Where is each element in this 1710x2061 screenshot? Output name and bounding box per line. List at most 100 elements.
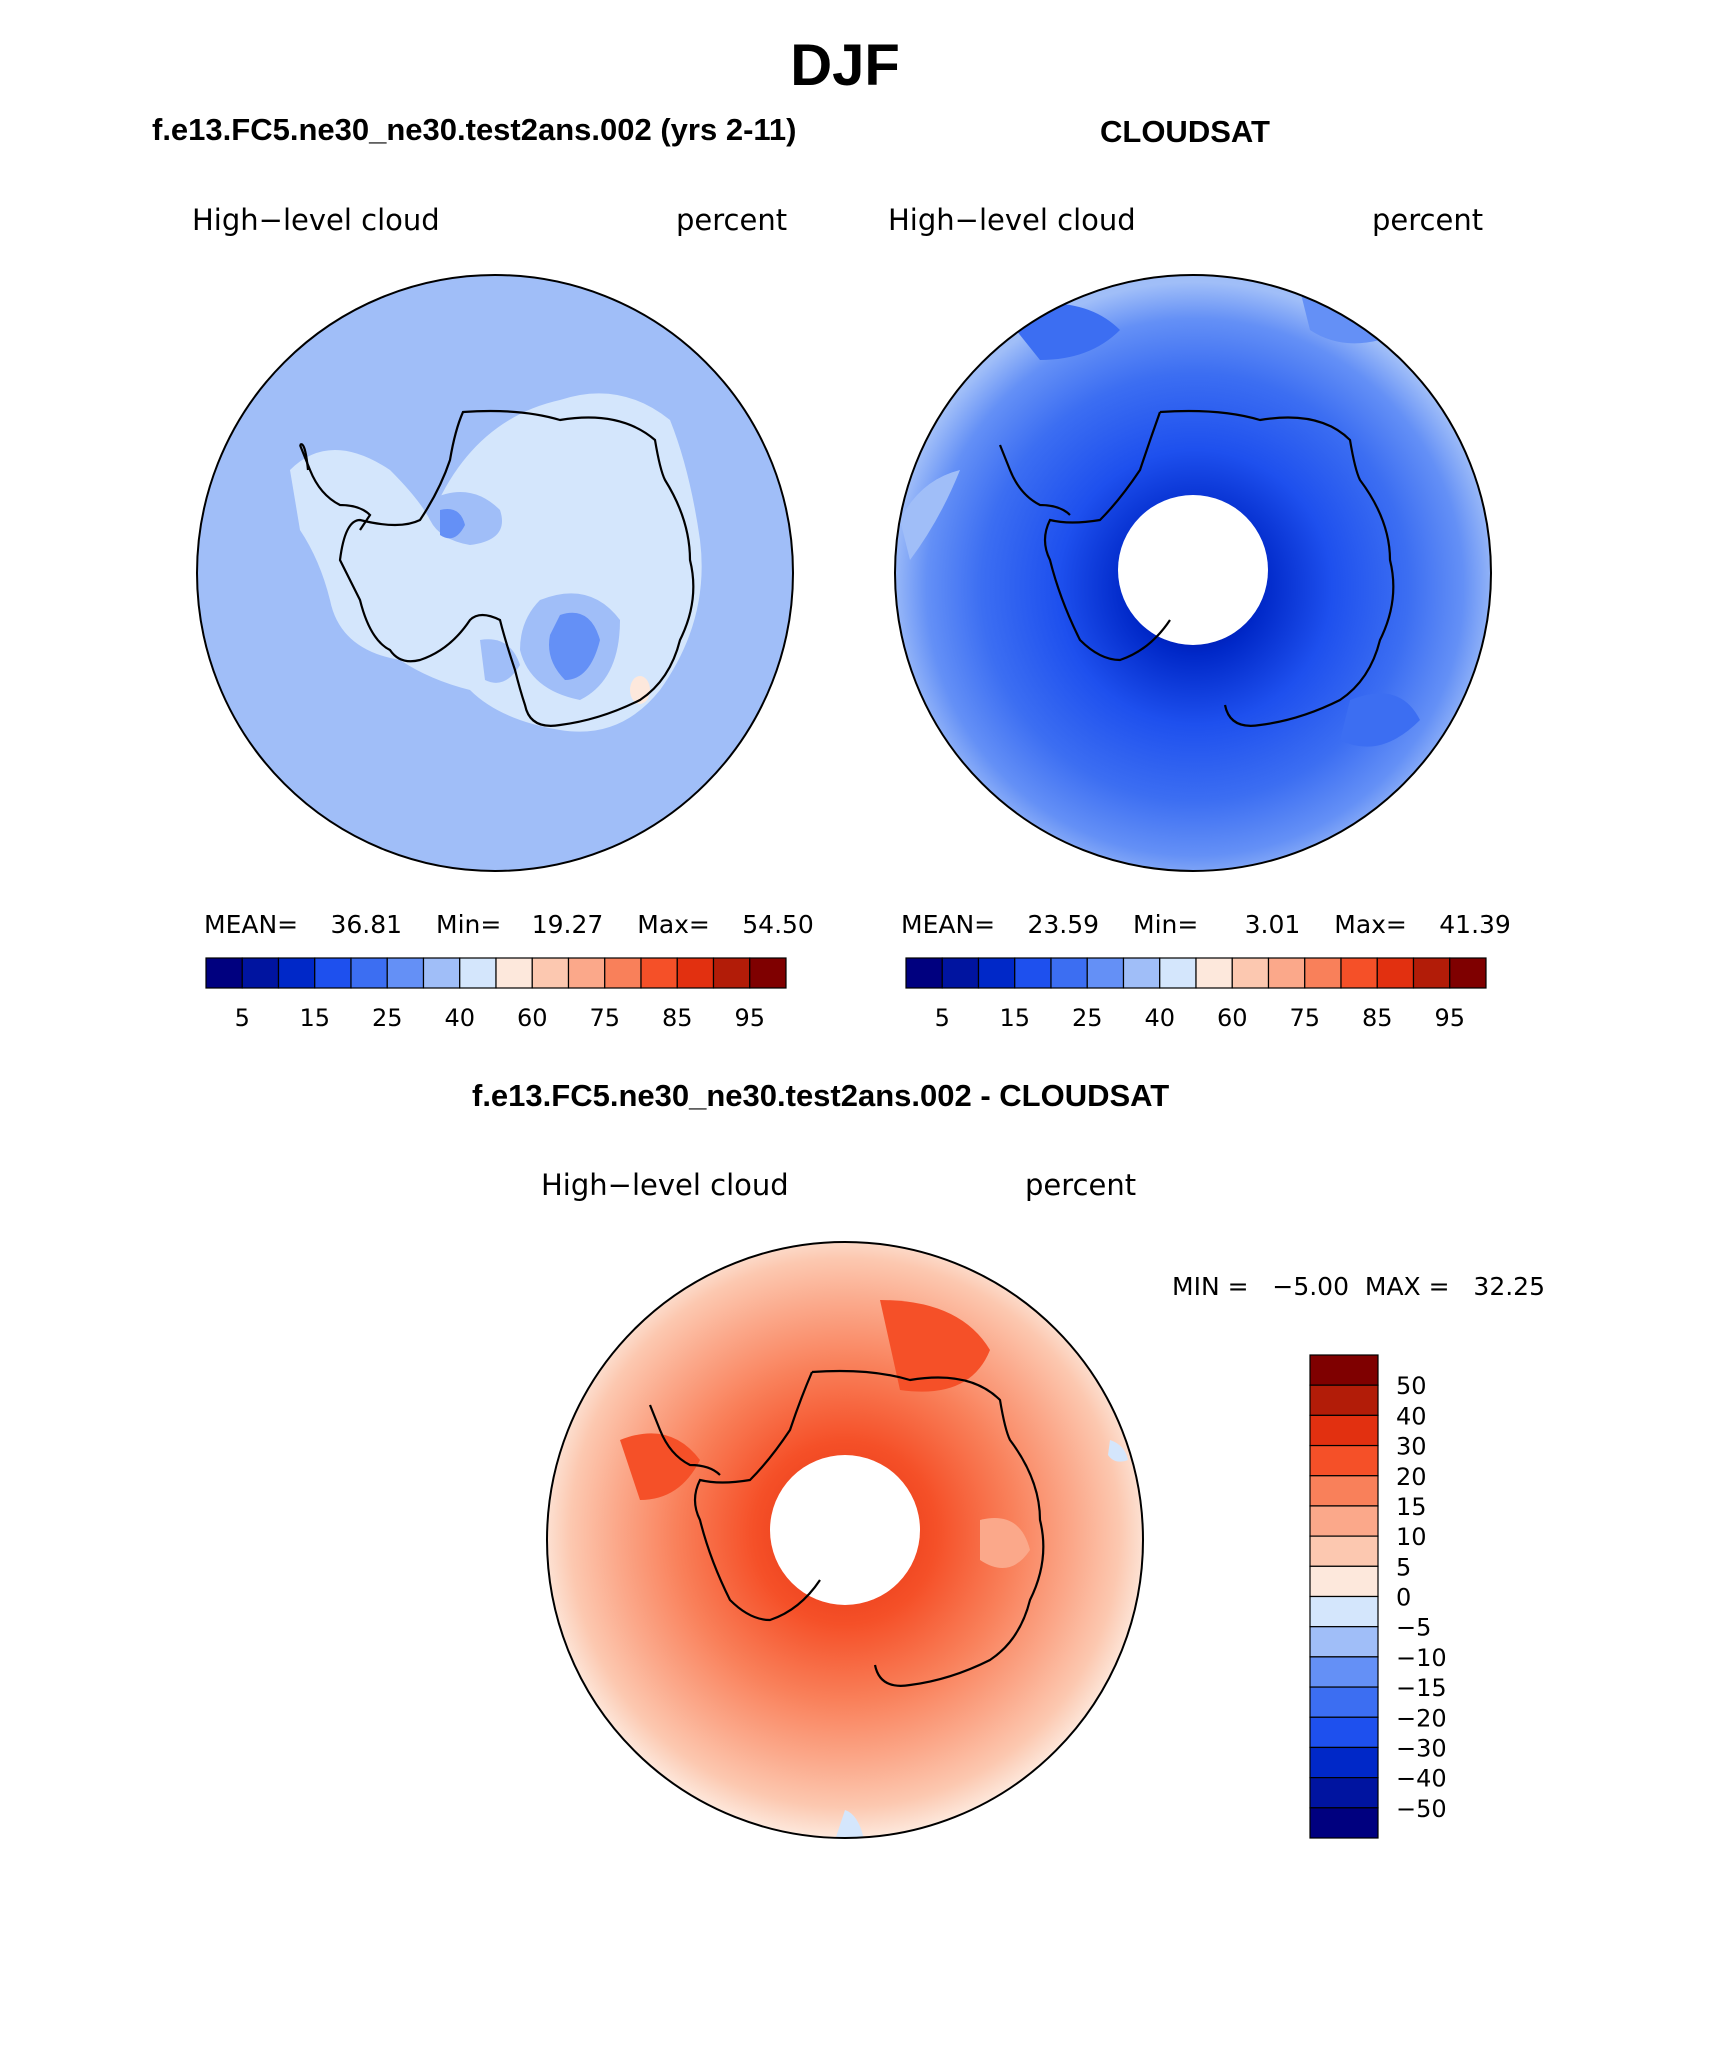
- max-value: 41.39: [1439, 910, 1511, 939]
- diff-minmax-text: MIN = −5.00 MAX = 32.25: [1172, 1272, 1545, 1301]
- colorbar-swatch: [1309, 1565, 1379, 1598]
- difference-patch: [980, 1518, 1030, 1568]
- colorbar-swatch: [604, 957, 642, 989]
- difference-coastline: [648, 1369, 1045, 1687]
- colorbar-swatch: [1159, 957, 1197, 989]
- min-label: Min=: [436, 910, 502, 939]
- missing-data-hole: [1118, 495, 1268, 645]
- colorbar-tick-label: 5: [935, 1004, 950, 1032]
- difference-patch: [1108, 1440, 1128, 1462]
- colorbar-swatch: [1340, 957, 1378, 989]
- colorbar-swatch: [1086, 957, 1125, 989]
- mean-label: MEAN=: [204, 910, 299, 939]
- colorbar-swatch: [1267, 957, 1306, 989]
- model-coastline: [298, 409, 695, 727]
- colorbar-swatch: [495, 957, 533, 989]
- panel-2-units-label: percent: [1372, 203, 1484, 237]
- colorbar-tick-label: 5: [1396, 1553, 1411, 1581]
- colorbar-tick-label: 15: [299, 1004, 330, 1032]
- difference-patch: [620, 1433, 700, 1500]
- colorbar-swatch: [749, 957, 787, 989]
- colorbar-swatch: [712, 957, 751, 989]
- colorbar-swatch: [314, 957, 352, 989]
- diff-variable-label: High−level cloud: [541, 1168, 789, 1202]
- colorbar-swatch: [1309, 1656, 1379, 1688]
- colorbar-tick-label: −20: [1396, 1704, 1447, 1732]
- mean-label: MEAN=: [901, 910, 996, 939]
- colorbar-swatch: [531, 957, 570, 989]
- colorbar-swatch: [1309, 1384, 1379, 1416]
- colorbar-tick-label: 15: [999, 1004, 1030, 1032]
- max-value: 54.50: [742, 910, 814, 939]
- colorbar-swatch: [205, 957, 243, 989]
- colorbar-tick-label: 25: [372, 1004, 403, 1032]
- colorbar-swatch: [1309, 1444, 1379, 1477]
- page-title: DJF: [790, 33, 900, 98]
- colorbar-swatch: [1195, 957, 1233, 989]
- colorbar-swatch: [1412, 957, 1451, 989]
- colorbar-swatch: [1309, 1595, 1379, 1628]
- colorbar-tick-label: 75: [589, 1004, 620, 1032]
- colorbar-swatch: [1309, 1777, 1379, 1809]
- colorbar-swatch: [241, 957, 280, 989]
- colorbar-swatch: [977, 957, 1016, 989]
- colorbar-swatch: [386, 957, 425, 989]
- colorbar-swatch: [941, 957, 980, 989]
- colorbar-tick-label: 40: [1144, 1004, 1175, 1032]
- colorbar-swatch: [1309, 1716, 1379, 1749]
- colorbar-tick-label: 15: [1396, 1493, 1427, 1521]
- cloudsat-coastline: [998, 409, 1395, 727]
- colorbar-swatch: [1309, 1414, 1379, 1447]
- mean-value: 23.59: [1027, 910, 1100, 939]
- colorbar-tick-label: −40: [1396, 1765, 1447, 1793]
- cloud-patch: [480, 639, 520, 683]
- colorbar-swatch: [1309, 1686, 1379, 1718]
- difference-map-border: [546, 1241, 1144, 1839]
- max-label: Max=: [637, 910, 710, 939]
- colorbar-swatch: [640, 957, 678, 989]
- colorbar-tick-label: −10: [1396, 1644, 1447, 1672]
- colorbar-tick-label: −15: [1396, 1674, 1447, 1702]
- colorbar-swatch: [422, 957, 461, 989]
- diff-units-label: percent: [1025, 1168, 1137, 1202]
- colorbar-tick-label: 40: [444, 1004, 475, 1032]
- colorbar-tick-label: 20: [1396, 1463, 1427, 1491]
- colorbar-swatch: [459, 957, 497, 989]
- colorbar-tick-label: −50: [1396, 1795, 1447, 1823]
- colorbar-swatch: [1014, 957, 1052, 989]
- cloud-patch: [1340, 693, 1420, 747]
- min-label: Min=: [1133, 910, 1199, 939]
- colorbar-swatch: [905, 957, 943, 989]
- colorbar-tick-label: 30: [1396, 1433, 1427, 1461]
- cloudsat-map-border: [894, 274, 1492, 872]
- colorbar-tick-label: −30: [1396, 1734, 1447, 1762]
- difference-patch: [880, 1300, 990, 1392]
- colorbar-swatch: [676, 957, 715, 989]
- colorbar-tick-label: 50: [1396, 1372, 1427, 1400]
- panel-2-stats: MEAN= 23.59 Min= 3.01 Max= 41.39: [901, 910, 1511, 939]
- diff-panel-title: f.e13.FC5.ne30_ne30.test2ans.002 - CLOUD…: [472, 1078, 1170, 1113]
- panel-1-title: f.e13.FC5.ne30_ne30.test2ans.002 (yrs 2-…: [152, 112, 797, 147]
- mean-value: 36.81: [330, 910, 403, 939]
- colorbar-tick-label: 5: [235, 1004, 250, 1032]
- colorbar-swatch: [1304, 957, 1342, 989]
- colorbar-tick-label: 95: [1434, 1004, 1465, 1032]
- panel-1-units-label: percent: [676, 203, 788, 237]
- panel-1-variable-label: High−level cloud: [192, 203, 440, 237]
- colorbar-swatch: [277, 957, 316, 989]
- colorbar-swatch: [350, 957, 388, 989]
- colorbar-tick-label: 25: [1072, 1004, 1103, 1032]
- colorbar-tick-label: 10: [1396, 1523, 1427, 1551]
- panel-1-stats: MEAN= 36.81 Min= 19.27 Max= 54.50: [204, 910, 814, 939]
- model-map: [197, 275, 793, 871]
- cloud-patch: [549, 612, 600, 680]
- colorbar-swatch: [1122, 957, 1161, 989]
- colorbar-tick-label: 60: [517, 1004, 548, 1032]
- colorbar-tick-label: 85: [1362, 1004, 1393, 1032]
- min-value: 3.01: [1244, 910, 1301, 939]
- colorbar-swatch: [567, 957, 606, 989]
- panel-2-title: CLOUDSAT: [1100, 114, 1270, 149]
- colorbar-swatch: [1309, 1354, 1379, 1386]
